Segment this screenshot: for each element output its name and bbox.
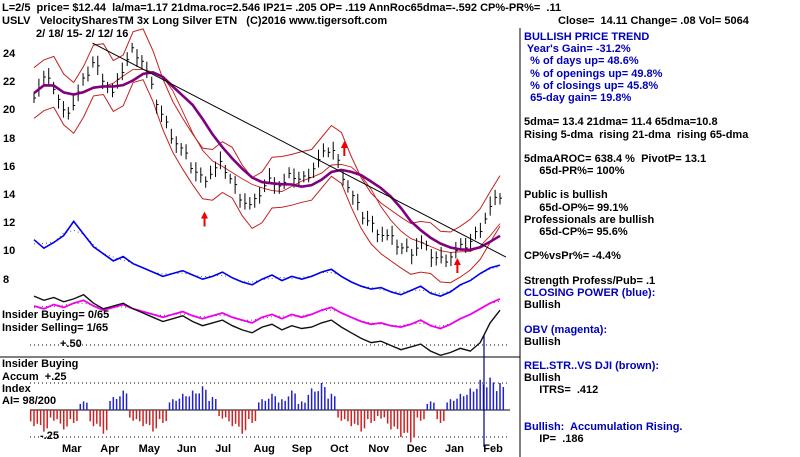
stats-line	[524, 104, 798, 116]
stats-line	[524, 409, 798, 421]
stats-line: CLOSING POWER (blue):	[524, 286, 656, 299]
marker-lines-layer	[483, 28, 521, 457]
accumulation-histogram-layer	[29, 377, 505, 443]
stats-line	[524, 238, 798, 250]
indicator-lines-layer	[33, 220, 501, 357]
price-axis-label: 8	[3, 273, 10, 286]
stats-line: % of openings up= 49.8%	[524, 67, 663, 80]
month-axis-label: Aug	[253, 443, 275, 455]
stats-line: ITRS= .412	[524, 384, 599, 397]
stats-line: Rising 5-dma rising 21-dma rising 65-dma	[524, 128, 749, 141]
stats-line: CP%vsPr%= -4.4%	[524, 250, 621, 263]
month-axis-label: Dec	[406, 443, 427, 455]
insider-selling-count: Insider Selling= 1/65	[2, 322, 109, 334]
month-axis-label: May	[138, 443, 160, 455]
stats-line: 65d-OP%= 99.1%	[524, 201, 629, 214]
stats-line: % of days up= 48.6%	[524, 55, 639, 68]
quote-line: Close= 14.11 Change= .08 Vol= 5064	[558, 15, 749, 27]
price-axis-label: 18	[3, 132, 16, 145]
price-axis-label: 24	[3, 48, 16, 60]
stats-line: 65d-PR%= 100%	[524, 165, 625, 178]
price-axis: 24 22 20 18 16 14 12 10 8	[0, 0, 32, 457]
stats-line	[524, 177, 798, 189]
date-range-label: 2/ 18/ 15- 2/ 12/ 16	[36, 28, 129, 40]
month-axis-label: Jul	[215, 443, 232, 455]
stats-line: Bullish: Accumulation Rising.	[524, 421, 683, 433]
stats-line: IP= .186	[524, 433, 584, 446]
title-line: USLV VelocitySharesTM 3x Long Silver ETN…	[2, 15, 388, 27]
signal-arrows-layer	[201, 141, 461, 274]
month-axis-label: Oct	[330, 443, 349, 455]
month-axis-label: Feb	[483, 443, 503, 455]
stats-line	[524, 141, 798, 153]
price-axis-label: 16	[3, 160, 16, 173]
stats-line: Bullish	[524, 335, 561, 348]
price-axis-label: 22	[3, 76, 16, 89]
accum-index-label-1: Accum +.25	[2, 371, 67, 383]
stats-line: Professionals are bullish	[524, 213, 655, 226]
stats-line: Public is bullish	[524, 189, 608, 202]
month-axis-label: Apr	[100, 443, 120, 455]
stats-line: 5dmaAROC= 638.4 % PivotP= 13.1	[524, 152, 707, 165]
stats-line: Year's Gain= -31.2%	[524, 43, 631, 56]
stats-line	[524, 397, 798, 409]
stats-line: BULLISH PRICE TREND	[524, 31, 650, 43]
price-axis-label: 12	[3, 217, 16, 230]
stats-line: OBV (magenta):	[524, 323, 608, 336]
insider-buying-label: Insider Buying	[2, 358, 79, 370]
price-axis-label: 10	[3, 245, 16, 258]
insider-buying-count: Insider Buying= 0/65	[2, 309, 110, 321]
month-axis-label: Jan	[445, 443, 464, 455]
stats-line	[524, 311, 798, 323]
accum-index-label-2: Index	[2, 383, 31, 395]
month-axis-label: Sep	[291, 443, 312, 455]
scale-minus-25-label: -.25	[40, 430, 59, 442]
month-axis-label: Jun	[176, 443, 197, 455]
trendline-layer	[92, 42, 507, 258]
stats-line: 5dma= 13.4 21dma= 11.4 65dma=10.8	[524, 116, 718, 129]
price-bands-layer	[33, 28, 501, 284]
stats-line	[524, 263, 798, 275]
stats-line: Bullish	[524, 372, 561, 385]
stats-line	[524, 348, 798, 360]
ai-ratio-label: AI= 98/200	[2, 395, 57, 407]
price-axis-label: 20	[3, 104, 16, 117]
stats-line: Bullish	[524, 299, 561, 312]
stats-line: 65-day gain= 19.8%	[524, 91, 632, 104]
stats-line: % of closings up= 45.8%	[524, 79, 659, 92]
stats-line: 65d-CP%= 95.6%	[524, 226, 628, 238]
stats-line: REL.STR..VS DJI (brown):	[524, 360, 660, 373]
stats-header-line: L=2/5 price= $12.44 la/ma=1.17 21dma.roc…	[2, 2, 562, 14]
month-axis-label: Nov	[368, 443, 390, 455]
month-axis-label: Mar	[62, 443, 82, 455]
candlestick-layer	[33, 42, 502, 267]
price-axis-label: 14	[3, 189, 16, 201]
month-axis: Mar Apr May Jun Jul Aug Sep Oct Nov Dec Jan Feb	[0, 443, 520, 457]
scale-plus-50-label: +.50	[60, 338, 82, 350]
stats-line: Strength Profess/Pub= .1	[524, 274, 656, 287]
stats-panel: BULLISH PRICE TREND Year's Gain= -31.2% …	[524, 31, 798, 445]
